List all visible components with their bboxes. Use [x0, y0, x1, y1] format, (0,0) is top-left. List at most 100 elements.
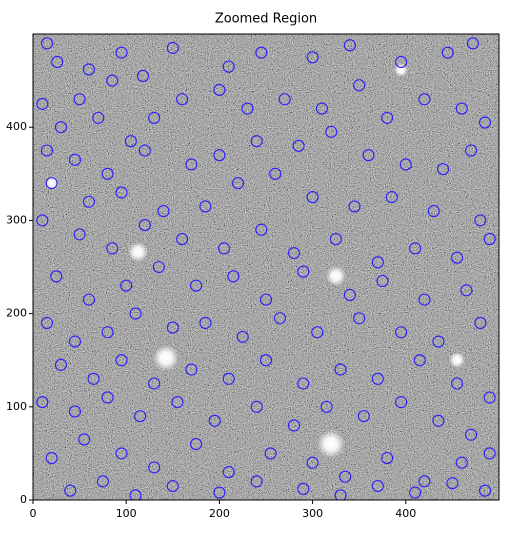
source-marker	[478, 484, 492, 497]
source-marker	[157, 205, 170, 218]
source-marker	[82, 293, 95, 306]
source-marker	[36, 97, 49, 110]
source-marker	[73, 228, 86, 241]
source-marker	[40, 316, 54, 329]
source-marker	[297, 482, 310, 495]
source-marker	[213, 149, 226, 162]
y-tick-label: 400	[6, 120, 27, 133]
source-marker	[213, 486, 226, 499]
source-marker	[199, 316, 212, 329]
source-marker	[222, 60, 235, 73]
source-marker	[259, 354, 273, 367]
source-marker	[259, 293, 273, 306]
source-marker	[208, 414, 221, 427]
source-marker	[51, 55, 64, 69]
source-marker	[273, 312, 287, 325]
source-marker	[455, 102, 468, 115]
y-tick-label: 300	[6, 213, 27, 226]
source-marker	[120, 279, 133, 292]
source-marker	[464, 144, 478, 157]
source-marker	[138, 219, 151, 232]
source-marker	[362, 149, 375, 162]
source-marker	[353, 79, 366, 92]
source-marker	[269, 167, 282, 180]
source-marker	[82, 63, 95, 76]
source-marker	[409, 486, 422, 499]
source-marker	[176, 232, 189, 246]
source-marker	[87, 372, 100, 385]
source-marker	[136, 69, 150, 82]
y-tick-label: 0	[20, 493, 27, 506]
plot-frame	[32, 33, 500, 501]
source-marker	[464, 428, 478, 441]
source-marker	[166, 321, 179, 334]
source-marker	[148, 377, 161, 390]
source-marker	[241, 102, 254, 115]
x-tick-label: 400	[395, 507, 416, 520]
source-marker	[255, 46, 268, 59]
source-marker	[36, 214, 49, 227]
source-marker	[343, 39, 356, 52]
source-marker	[82, 195, 95, 208]
source-marker	[213, 83, 226, 96]
source-marker	[343, 288, 356, 302]
source-marker	[451, 251, 464, 264]
source-marker	[264, 447, 277, 460]
source-marker	[483, 232, 496, 246]
source-marker	[222, 372, 235, 385]
x-tick-label: 100	[116, 507, 137, 520]
source-marker	[190, 279, 203, 292]
source-marker	[190, 438, 203, 451]
source-marker	[54, 121, 68, 134]
source-marker	[129, 489, 142, 500]
source-marker	[297, 265, 310, 278]
source-marker	[381, 452, 394, 465]
source-marker	[339, 470, 352, 483]
source-marker	[418, 293, 431, 306]
source-marker	[250, 135, 263, 148]
x-tick-label: 200	[209, 507, 230, 520]
source-marker	[199, 200, 212, 213]
source-marker	[92, 111, 105, 124]
source-marker	[64, 484, 77, 497]
star	[128, 242, 148, 262]
source-marker	[236, 330, 249, 343]
source-marker	[385, 191, 398, 204]
source-marker	[395, 396, 408, 409]
x-tick-label: 0	[30, 507, 37, 520]
source-marker	[185, 363, 198, 376]
source-marker	[218, 242, 231, 255]
source-marker	[176, 93, 189, 106]
chart-title: Zoomed Region	[215, 12, 317, 27]
source-marker	[40, 37, 54, 50]
source-marker	[250, 475, 263, 488]
source-marker	[287, 419, 301, 432]
star	[153, 345, 179, 371]
source-marker	[40, 144, 54, 157]
source-marker	[483, 391, 496, 404]
source-marker	[185, 158, 198, 171]
source-marker	[73, 93, 86, 106]
source-marker	[432, 414, 445, 427]
source-marker	[371, 256, 384, 269]
source-marker	[371, 372, 384, 385]
source-marker	[101, 326, 114, 339]
source-marker	[455, 456, 468, 469]
source-marker	[45, 452, 58, 465]
source-marker	[311, 326, 324, 339]
source-marker	[101, 167, 114, 180]
y-tick-label: 200	[6, 307, 27, 320]
source-marker	[315, 102, 328, 115]
source-marker	[152, 260, 165, 274]
source-marker	[115, 186, 128, 199]
source-marker	[115, 447, 128, 460]
source-marker	[250, 400, 263, 413]
source-marker	[134, 410, 147, 423]
source-marker	[306, 51, 319, 64]
source-marker	[353, 312, 366, 325]
source-marker	[68, 153, 81, 166]
source-marker	[376, 274, 389, 288]
star	[449, 352, 465, 368]
source-marker	[348, 200, 361, 213]
